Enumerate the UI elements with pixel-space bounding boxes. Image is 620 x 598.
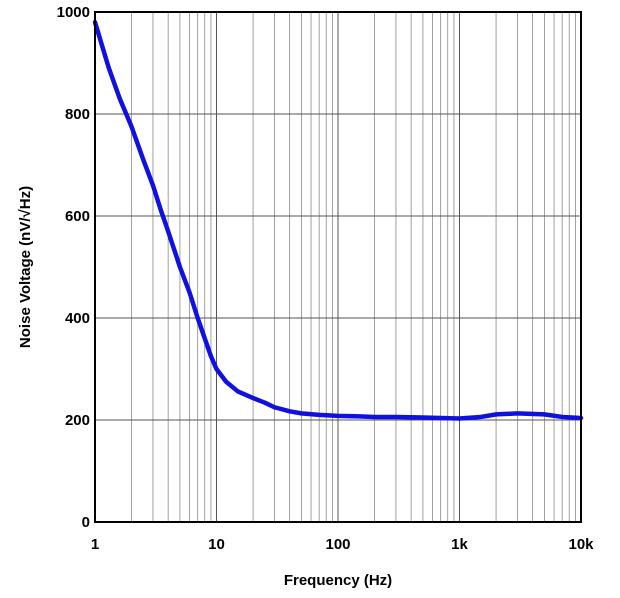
x-axis-title: Frequency (Hz): [284, 572, 392, 589]
y-axis-title: Noise Voltage (nV/√Hz): [17, 186, 34, 348]
y-tick-label: 400: [65, 310, 90, 327]
y-tick-label: 0: [82, 514, 90, 531]
x-tick-label: 1: [91, 536, 99, 553]
x-tick-label: 10: [208, 536, 225, 553]
y-tick-label: 1000: [57, 4, 90, 21]
series-group: [92, 19, 584, 421]
x-tick-label: 1k: [451, 536, 468, 553]
y-tick-label: 200: [65, 412, 90, 429]
y-tick-label: 600: [65, 208, 90, 225]
x-tick-label: 100: [325, 536, 350, 553]
y-tick-label: 800: [65, 106, 90, 123]
grid: [94, 11, 582, 523]
x-tick-labels: 1 10 100 1k 10k: [91, 536, 594, 553]
noise-voltage-series-line: [92, 19, 584, 421]
plot-frame: [94, 11, 582, 523]
x-tick-label: 10k: [568, 536, 594, 553]
y-tick-labels: 0 200 400 600 800 1000: [57, 4, 90, 531]
